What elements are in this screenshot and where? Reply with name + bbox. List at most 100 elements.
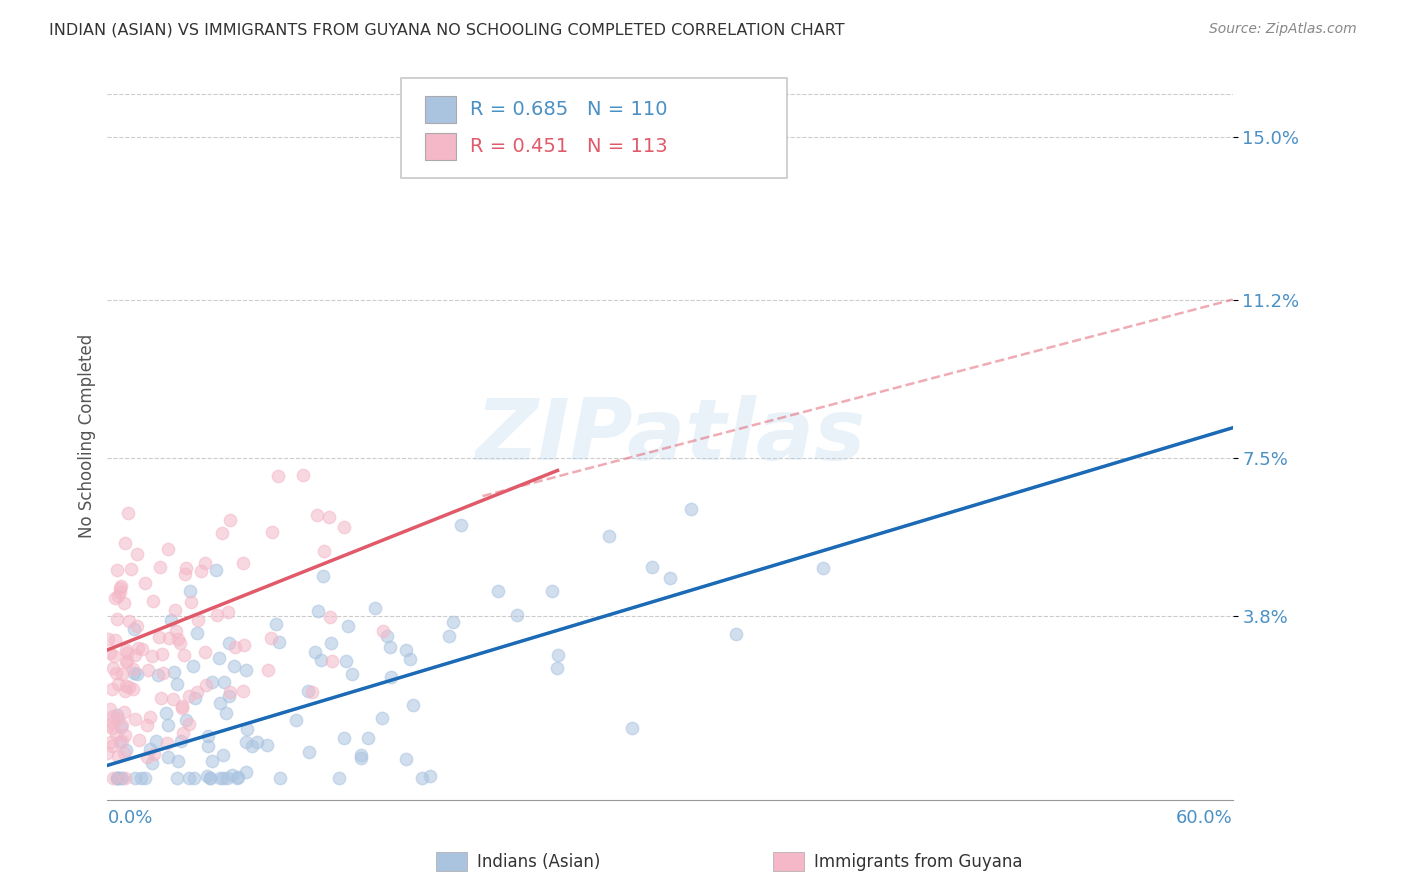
Point [724, 627, 747, 641]
Point [169, 636, 191, 650]
Y-axis label: No Schooling Completed: No Schooling Completed [79, 334, 96, 539]
Point [114, 771, 136, 785]
Point [364, 601, 387, 615]
Point [218, 514, 240, 528]
Point [134, 575, 156, 590]
Point [115, 654, 138, 668]
Point [114, 643, 136, 657]
Point [305, 508, 328, 523]
Point [167, 754, 190, 768]
Point [114, 728, 136, 742]
Point [101, 709, 124, 723]
Point [640, 560, 662, 574]
Point [260, 631, 283, 645]
Point [332, 520, 354, 534]
Point [211, 771, 233, 785]
Point [101, 721, 124, 735]
Point [337, 619, 360, 633]
Point [105, 666, 128, 681]
Point [104, 591, 127, 605]
Point [328, 771, 350, 785]
Point [108, 735, 131, 749]
Point [221, 768, 243, 782]
Point [136, 664, 159, 678]
Point [298, 745, 321, 759]
Point [209, 771, 232, 785]
Point [121, 662, 143, 676]
Point [139, 742, 162, 756]
Point [242, 739, 264, 753]
Point [318, 510, 340, 524]
Point [319, 636, 342, 650]
Point [142, 594, 165, 608]
Point [679, 502, 702, 516]
Point [101, 682, 124, 697]
Text: R = 0.451   N = 113: R = 0.451 N = 113 [470, 136, 668, 156]
Point [177, 689, 200, 703]
Point [112, 746, 135, 760]
Point [222, 659, 245, 673]
Point [309, 653, 332, 667]
Point [172, 699, 194, 714]
Point [111, 717, 134, 731]
Point [198, 771, 221, 785]
Point [134, 771, 156, 785]
Point [232, 556, 254, 570]
Text: R = 0.685   N = 110: R = 0.685 N = 110 [470, 100, 666, 120]
Point [380, 669, 402, 683]
Point [226, 770, 249, 784]
Point [101, 661, 124, 675]
Point [235, 722, 257, 736]
Point [486, 584, 509, 599]
Point [101, 715, 124, 730]
Point [269, 771, 291, 785]
Text: Indians (Asian): Indians (Asian) [477, 853, 600, 871]
Point [350, 751, 373, 765]
Point [114, 536, 136, 550]
Point [107, 749, 129, 764]
Text: Source: ZipAtlas.com: Source: ZipAtlas.com [1209, 22, 1357, 37]
Point [208, 651, 231, 665]
Point [235, 663, 257, 677]
Point [112, 706, 135, 720]
Point [97, 632, 120, 647]
Point [195, 678, 218, 692]
Point [411, 771, 433, 785]
Point [172, 726, 194, 740]
Point [441, 615, 464, 629]
Point [183, 771, 205, 785]
Point [245, 735, 267, 749]
Point [395, 752, 418, 766]
Point [160, 614, 183, 628]
Point [101, 739, 124, 753]
Point [194, 556, 217, 570]
Point [105, 771, 128, 785]
Point [197, 739, 219, 754]
Point [546, 661, 568, 675]
Point [340, 667, 363, 681]
Point [110, 733, 132, 747]
Point [166, 771, 188, 785]
Point [207, 608, 229, 623]
Point [217, 605, 239, 619]
Point [104, 632, 127, 647]
Point [131, 641, 153, 656]
Text: 60.0%: 60.0% [1175, 809, 1233, 827]
Point [378, 640, 401, 654]
Point [125, 547, 148, 561]
Point [226, 771, 249, 785]
Point [450, 517, 472, 532]
Point [204, 563, 226, 577]
Point [152, 665, 174, 680]
Point [115, 656, 138, 670]
Point [232, 638, 254, 652]
Point [177, 771, 200, 785]
Point [174, 567, 197, 582]
Point [232, 684, 254, 698]
Point [139, 710, 162, 724]
Text: 0.0%: 0.0% [107, 809, 153, 827]
Point [108, 581, 131, 595]
Point [181, 658, 204, 673]
Text: Immigrants from Guyana: Immigrants from Guyana [814, 853, 1022, 871]
Point [105, 563, 128, 577]
